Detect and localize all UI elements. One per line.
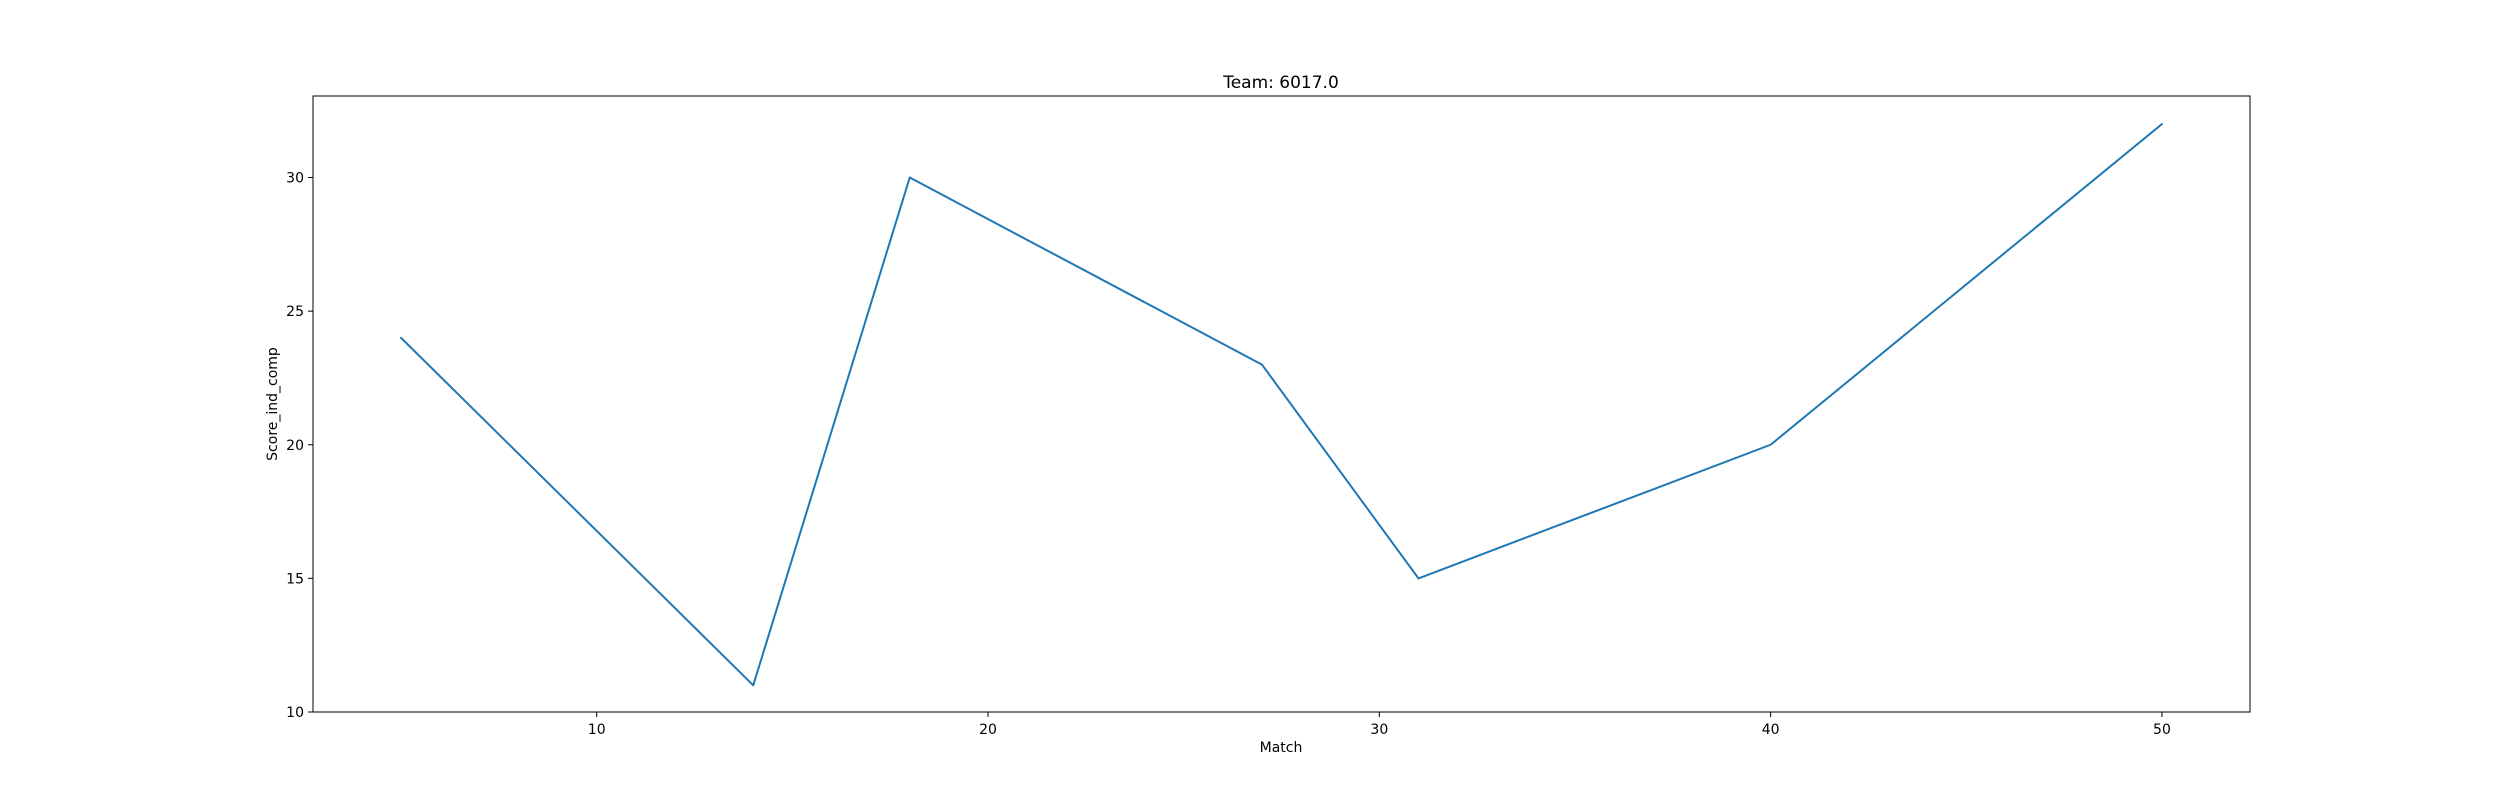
series-line <box>400 123 2163 687</box>
plot-frame <box>312 95 2251 713</box>
y-tick-label: 10 <box>286 705 304 721</box>
x-tick-label: 50 <box>2153 722 2171 738</box>
y-tick-label: 20 <box>286 438 304 454</box>
x-tick-label: 20 <box>979 722 997 738</box>
series-group <box>400 123 2163 687</box>
chart-title: Team: 6017.0 <box>1222 73 1339 93</box>
x-tick-label: 10 <box>588 722 606 738</box>
y-axis-label: Score_ind_comp <box>265 347 281 461</box>
x-tick-label: 30 <box>1370 722 1388 738</box>
x-tick-label: 40 <box>1762 722 1780 738</box>
x-axis-label: Match <box>1260 740 1303 756</box>
y-tick-label: 15 <box>286 571 304 587</box>
x-axis: 10 20 30 40 50 <box>588 712 2171 738</box>
y-axis: 10 15 20 25 30 <box>286 171 313 721</box>
y-tick-label: 25 <box>286 304 304 320</box>
plot-area: 10 20 30 40 50 10 15 20 25 30 <box>286 95 2251 738</box>
y-tick-label: 30 <box>286 171 304 187</box>
